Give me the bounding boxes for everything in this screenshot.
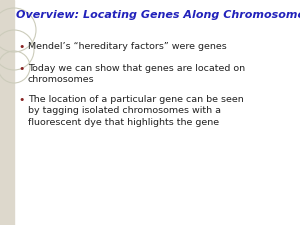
Text: •: • [19,42,25,52]
Text: The location of a particular gene can be seen
by tagging isolated chromosomes wi: The location of a particular gene can be… [28,95,244,127]
Text: Today we can show that genes are located on
chromosomes: Today we can show that genes are located… [28,64,245,84]
Text: •: • [19,64,25,74]
Text: Mendel’s “hereditary factors” were genes: Mendel’s “hereditary factors” were genes [28,42,227,51]
Text: Overview: Locating Genes Along Chromosomes: Overview: Locating Genes Along Chromosom… [16,10,300,20]
Bar [0,0,14,225]
Text: •: • [19,95,25,105]
